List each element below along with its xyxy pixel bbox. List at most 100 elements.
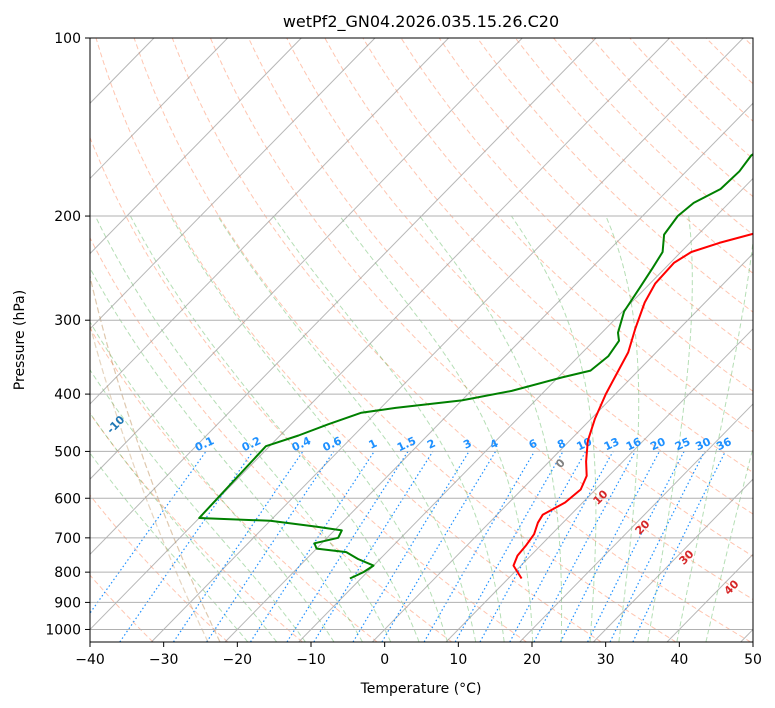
moist-adiabat-line xyxy=(272,215,505,642)
isotherm-line xyxy=(298,177,753,642)
moist-adiabat-line xyxy=(90,321,335,642)
isotherm-line xyxy=(90,38,449,405)
x-tick-label: 10 xyxy=(449,652,467,668)
y-tick-label: 800 xyxy=(54,565,81,581)
y-tick-label: 600 xyxy=(54,491,81,507)
mixing-ratio-line xyxy=(172,451,304,642)
moist-adiabat-line xyxy=(129,215,420,642)
moist-adiabat-line xyxy=(170,215,448,642)
moist-adiabat-line xyxy=(90,267,363,642)
dry-adiabat-line xyxy=(133,38,677,642)
mixing-ratio-line xyxy=(479,451,587,642)
mixing-ratio-line xyxy=(90,451,207,615)
isotherm-line xyxy=(445,328,753,642)
dry-adiabat-line xyxy=(95,38,602,642)
isotherm-line xyxy=(224,102,753,642)
mixing-ratio-line xyxy=(119,451,254,642)
isotherm-line xyxy=(151,38,744,642)
dry-adiabat-line xyxy=(90,136,527,642)
dry-adiabat-line xyxy=(209,38,753,601)
y-tick-label: 200 xyxy=(54,209,81,225)
x-tick-label: −20 xyxy=(223,652,253,668)
dry-adiabat-line xyxy=(400,38,753,392)
moist-adiabat-line xyxy=(705,445,753,642)
y-tick-label: 500 xyxy=(54,444,81,460)
mixing-ratio-label: 10 xyxy=(575,435,595,453)
isotherm-line xyxy=(593,478,753,642)
dry-adiabat-line xyxy=(90,236,453,642)
y-tick-label: 1000 xyxy=(45,622,81,638)
isotherm-line xyxy=(90,38,376,330)
moist-adiabat-label: 30 xyxy=(677,547,697,567)
dry-adiabat-label: -20 xyxy=(28,386,51,409)
moist-adiabat-label: 40 xyxy=(722,577,742,597)
mixing-ratio-label: 13 xyxy=(602,435,621,453)
mixing-ratio-line xyxy=(286,451,409,642)
mixing-ratio-label: 30 xyxy=(693,435,713,453)
mixing-ratio-label: 16 xyxy=(624,435,644,453)
x-tick-label: −40 xyxy=(75,652,105,668)
dry-adiabat-line xyxy=(90,494,229,642)
moist-adiabat-line xyxy=(605,215,640,642)
mixing-ratio-line xyxy=(587,451,685,642)
x-tick-label: 40 xyxy=(670,652,688,668)
moist-adiabat-label: 10 xyxy=(591,487,611,507)
mixing-ratio-line xyxy=(313,451,434,642)
isotherm-line xyxy=(90,38,597,556)
background-lines xyxy=(0,38,753,642)
mixing-ratio-label: 25 xyxy=(673,435,692,453)
y-tick-label: 100 xyxy=(54,31,81,47)
dewpoint-trace xyxy=(198,152,753,580)
mixing-ratio-label: 3 xyxy=(461,437,473,452)
mixing-ratio-label: 1 xyxy=(367,437,379,452)
dendritic-line xyxy=(90,273,221,642)
mixing-ratio-line xyxy=(249,451,375,642)
y-axis-ticks: 100 200 300 400 500 600 700 800 900 1000 xyxy=(45,31,90,638)
mixing-ratio-line xyxy=(509,451,614,642)
dry-adiabat-line xyxy=(90,574,154,642)
moist-adiabat-line xyxy=(339,215,534,642)
dry-adiabat-line xyxy=(0,38,4,642)
y-tick-label: 400 xyxy=(54,387,81,403)
mixing-ratio-line xyxy=(559,451,660,642)
temperature-trace xyxy=(512,232,753,580)
mixing-ratio-line xyxy=(609,451,706,642)
x-tick-label: 50 xyxy=(744,652,762,668)
isotherm-line xyxy=(0,38,7,642)
y-tick-label: 900 xyxy=(54,595,81,611)
mixing-ratio-label: 20 xyxy=(648,435,668,453)
dendritic-line xyxy=(90,322,209,642)
isotherm-line xyxy=(90,38,228,180)
dry-adiabat-line xyxy=(90,412,303,642)
moist-adiabat-line xyxy=(647,215,693,642)
dry-adiabat-line xyxy=(438,38,753,353)
plot-frame xyxy=(89,37,754,643)
chart-title: wetPf2_GN04.2026.035.15.26.C20 xyxy=(283,12,559,32)
isotherm-line xyxy=(372,252,753,642)
isopleth-labels: -100-90-80-70-60-50-40-30-20-10010203040… xyxy=(28,386,742,598)
moist-adiabat-line xyxy=(90,452,249,642)
x-axis-ticks: −40 −30 −20 −10 0 10 20 30 40 50 xyxy=(75,642,762,668)
mixing-ratio-line xyxy=(352,451,470,642)
dry-adiabat-line xyxy=(476,38,753,313)
mixing-ratio-label: 2 xyxy=(425,437,437,452)
isotherm-line xyxy=(519,403,753,642)
mixing-ratio-line xyxy=(206,451,335,642)
dry-adiabat-line xyxy=(515,38,753,274)
y-axis-label: Pressure (hPa) xyxy=(12,290,28,390)
moist-adiabat-line xyxy=(217,215,477,642)
mixing-ratio-line xyxy=(423,451,536,642)
dry-adiabat-line xyxy=(743,38,753,48)
mixing-ratio-line xyxy=(454,451,564,642)
moist-adiabat-line xyxy=(90,368,306,642)
x-tick-label: 0 xyxy=(380,652,389,668)
x-tick-label: 30 xyxy=(597,652,615,668)
dry-adiabat-line xyxy=(362,38,753,433)
dry-adiabat-line xyxy=(705,38,753,85)
moist-adiabat-line xyxy=(90,412,278,642)
mixing-ratio-label: 36 xyxy=(714,435,734,453)
mixing-ratio-line xyxy=(381,451,497,642)
moist-adiabat-label: 0 xyxy=(553,456,568,471)
dry-adiabat-label: -10 xyxy=(104,413,127,436)
